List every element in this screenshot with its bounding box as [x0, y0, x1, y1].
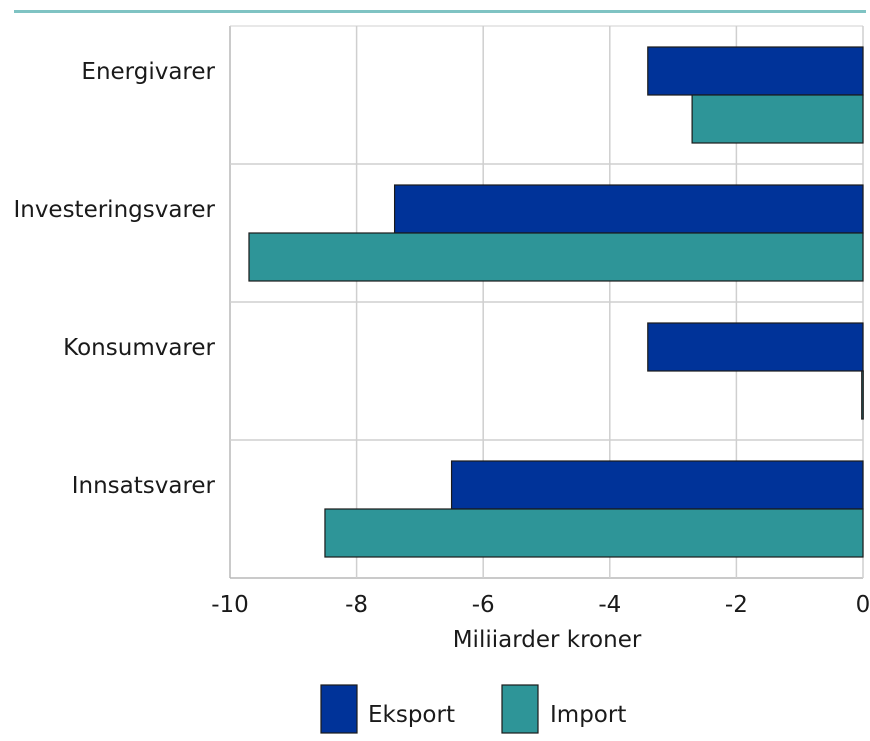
x-tick-label: 0: [856, 592, 870, 618]
bar-eksport: [647, 46, 864, 96]
x-tick-label: -10: [211, 592, 249, 618]
bar-eksport: [393, 184, 864, 234]
bar-eksport: [450, 460, 864, 510]
x-tick-label: -2: [725, 592, 748, 618]
bar-import: [861, 370, 864, 420]
legend-swatch-import: [501, 684, 539, 734]
bar-import: [691, 94, 864, 144]
legend-swatch-eksport: [320, 684, 358, 734]
x-tick-label: -6: [472, 592, 495, 618]
category-label: Innsatsvarer: [72, 473, 216, 499]
category-label: Investeringsvarer: [13, 197, 215, 223]
category-labels: Energivarer Investeringsvarer Konsumvarer I…: [13, 59, 215, 499]
bar-import: [248, 232, 864, 282]
x-tick-labels: -10 -8 -6 -4 -2 0: [211, 592, 870, 618]
category-label: Konsumvarer: [63, 335, 215, 361]
bar-eksport: [647, 322, 864, 372]
bar-import: [324, 508, 864, 558]
legend-label-eksport: Eksport: [368, 702, 455, 728]
legend-label-import: Import: [550, 702, 626, 728]
category-label: Energivarer: [81, 59, 215, 85]
x-tick-label: -8: [345, 592, 368, 618]
x-axis-label: Miliiarder kroner: [453, 627, 642, 653]
bars: [248, 46, 864, 558]
top-rule: [14, 10, 866, 13]
legend: Eksport Import: [320, 684, 626, 734]
x-tick-label: -4: [598, 592, 621, 618]
